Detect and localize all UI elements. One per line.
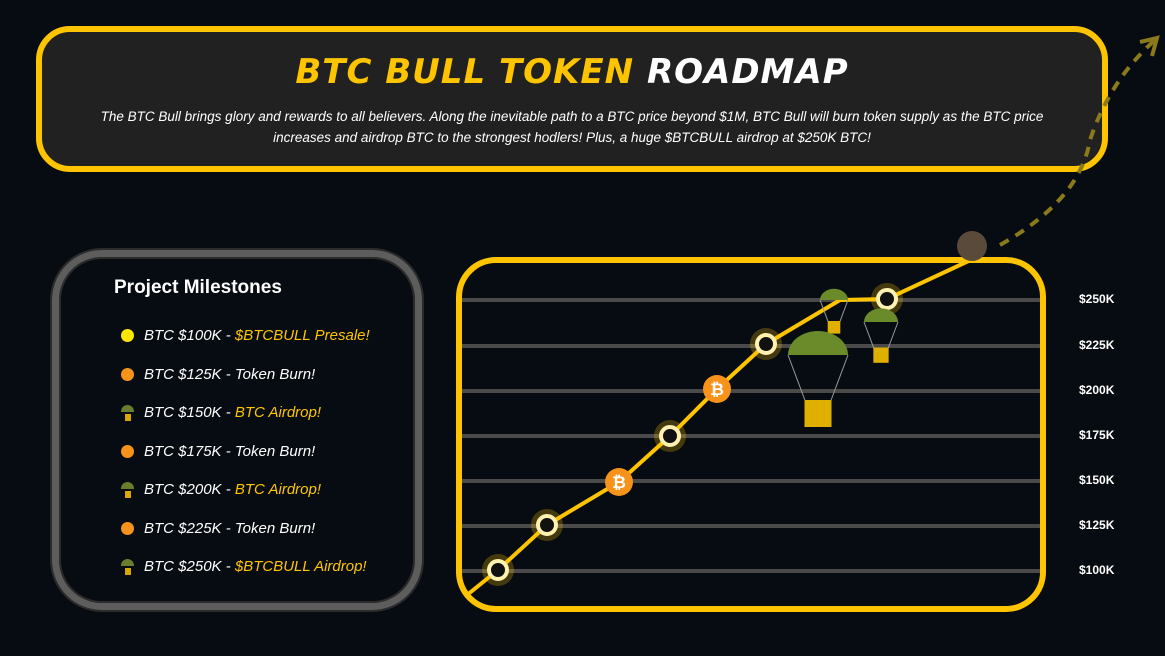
y-tick-label: $125K [1079,518,1115,532]
parachute-strings [819,299,849,323]
parachute-icon [788,331,848,355]
roadmap-header: BTC BULL TOKEN ROADMAP The BTC Bull brin… [36,26,1108,172]
bitcoin-icon [703,375,731,403]
milestone-item: BTC $175K - Token Burn! [121,443,315,460]
y-tick-label: $250K [1079,292,1115,306]
milestone-label: Token Burn! [234,519,316,537]
milestone-item: BTC $225K - Token Burn! [121,520,315,537]
milestone-label: $BTCBULL Airdrop! [234,558,367,575]
bull-mascot-icon [957,231,987,261]
milestone-item: BTC $125K - Token Burn! [121,366,315,383]
milestone-text: BTC $175K - Token Burn! [144,443,315,460]
arrow-head-icon [1139,35,1160,57]
page-title: BTC BULL TOKEN ROADMAP [295,52,849,92]
milestone-text: BTC $200K - BTC Airdrop! [144,481,321,498]
milestone-price: BTC $250K - [144,558,235,575]
milestone-item: BTC $100K - $BTCBULL Presale! [121,327,370,344]
milestone-point [659,425,681,447]
yellow-dot-icon [121,329,134,342]
milestone-label: Token Burn! [234,442,316,460]
parachute-strings [863,321,899,350]
milestone-point [487,559,509,581]
parachute-strings [787,354,849,404]
price-path [465,256,976,597]
dashed-trend-line [999,38,1157,247]
milestone-price: BTC $100K - [144,327,235,344]
bitcoin-icon [605,468,633,496]
milestone-point [536,514,558,536]
milestone-text: BTC $100K - $BTCBULL Presale! [144,327,370,344]
milestone-price: BTC $175K - [144,442,235,460]
orange-dot-icon [121,444,134,458]
milestone-label: BTC Airdrop! [234,481,322,498]
milestone-point [876,288,898,310]
barbed-wire-frame [52,250,422,610]
milestone-label: BTC Airdrop! [234,404,322,421]
milestone-item: BTC $150K - BTC Airdrop! [121,404,321,421]
y-tick-label: $100K [1079,563,1115,577]
y-tick-label: $225K [1079,338,1115,352]
milestone-label: Token Burn! [234,365,316,383]
milestone-text: BTC $225K - Token Burn! [144,520,315,537]
milestone-price: BTC $150K - [144,404,235,421]
crate-icon [873,347,889,363]
milestone-price: BTC $125K - [144,365,235,383]
milestone-item: BTC $200K - BTC Airdrop! [121,481,321,498]
parachute-icon [121,404,134,421]
milestone-text: BTC $150K - BTC Airdrop! [144,404,321,421]
milestone-point [755,333,777,355]
milestone-item: BTC $250K - $BTCBULL Airdrop! [121,558,367,575]
milestone-text: BTC $250K - $BTCBULL Airdrop! [144,558,367,575]
milestone-label: $BTCBULL Presale! [234,327,370,344]
bitcoin-symbol: ₿ [612,473,626,493]
orange-dot-icon [121,521,134,535]
milestone-price: BTC $200K - [144,481,235,498]
chart-frame [456,257,1046,612]
header-description: The BTC Bull brings glory and rewards to… [100,109,1044,145]
y-tick-label: $175K [1079,428,1115,442]
parachute-icon [820,288,848,300]
parachute-icon [121,481,134,498]
y-tick-label: $200K [1079,383,1115,397]
crate-icon [804,400,832,427]
milestone-text: BTC $125K - Token Burn! [144,366,315,383]
y-tick-label: $150K [1079,473,1115,487]
crate-icon [827,321,841,334]
bitcoin-symbol: ₿ [710,380,724,400]
milestones-title: Project Milestones [114,277,282,298]
orange-dot-icon [121,367,134,381]
parachute-icon [121,558,134,575]
milestone-price: BTC $225K - [144,519,235,537]
parachute-icon [864,308,898,322]
